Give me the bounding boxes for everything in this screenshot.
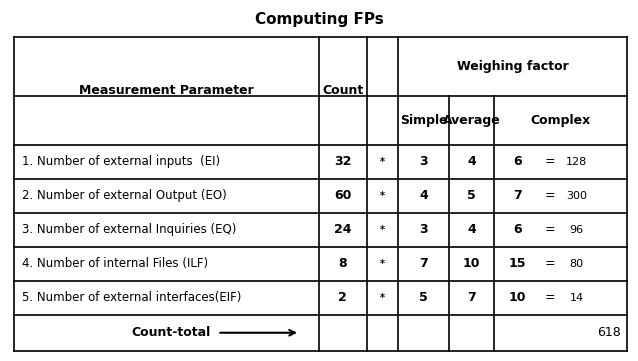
Text: Computing FPs: Computing FPs — [255, 12, 383, 27]
Text: Complex: Complex — [530, 114, 591, 127]
Text: 7: 7 — [514, 189, 522, 202]
Text: =: = — [544, 257, 555, 270]
Text: 60: 60 — [334, 189, 352, 202]
Text: *: * — [380, 225, 385, 235]
Text: Average: Average — [443, 114, 500, 127]
Text: 3. Number of external Inquiries (EQ): 3. Number of external Inquiries (EQ) — [22, 223, 236, 236]
Text: 15: 15 — [509, 257, 526, 270]
Text: 96: 96 — [569, 225, 584, 235]
Text: 6: 6 — [514, 155, 522, 168]
Text: 1. Number of external inputs  (EI): 1. Number of external inputs (EI) — [22, 155, 220, 168]
Text: 2: 2 — [338, 291, 347, 304]
Text: 300: 300 — [566, 191, 587, 201]
Text: 4: 4 — [419, 189, 428, 202]
Text: 32: 32 — [334, 155, 352, 168]
Text: Measurement Parameter: Measurement Parameter — [79, 84, 254, 97]
Text: 80: 80 — [569, 259, 584, 269]
Text: 4: 4 — [467, 155, 476, 168]
Text: 14: 14 — [569, 293, 584, 303]
Text: 10: 10 — [463, 257, 480, 270]
Text: 618: 618 — [597, 326, 621, 339]
Text: 128: 128 — [566, 157, 587, 167]
Text: Count: Count — [322, 84, 364, 97]
Text: Weighing factor: Weighing factor — [457, 60, 568, 73]
Text: Count-total: Count-total — [132, 326, 211, 339]
Text: 8: 8 — [339, 257, 347, 270]
Text: =: = — [544, 223, 555, 236]
Text: 3: 3 — [420, 155, 428, 168]
Text: 5: 5 — [419, 291, 428, 304]
Text: =: = — [544, 291, 555, 304]
Text: 3: 3 — [420, 223, 428, 236]
Text: 7: 7 — [419, 257, 428, 270]
Text: =: = — [544, 155, 555, 168]
Text: *: * — [380, 157, 385, 167]
Text: =: = — [544, 189, 555, 202]
Text: Simple: Simple — [400, 114, 448, 127]
Text: 5. Number of external interfaces(EIF): 5. Number of external interfaces(EIF) — [22, 291, 241, 304]
Text: 7: 7 — [467, 291, 476, 304]
Text: 5: 5 — [467, 189, 476, 202]
Text: 2. Number of external Output (EO): 2. Number of external Output (EO) — [22, 189, 226, 202]
Text: 4: 4 — [467, 223, 476, 236]
Text: *: * — [380, 259, 385, 269]
Text: 24: 24 — [334, 223, 352, 236]
Text: *: * — [380, 191, 385, 201]
Text: 10: 10 — [509, 291, 526, 304]
Text: *: * — [380, 293, 385, 303]
Text: 4. Number of internal Files (ILF): 4. Number of internal Files (ILF) — [22, 257, 208, 270]
Text: 6: 6 — [514, 223, 522, 236]
